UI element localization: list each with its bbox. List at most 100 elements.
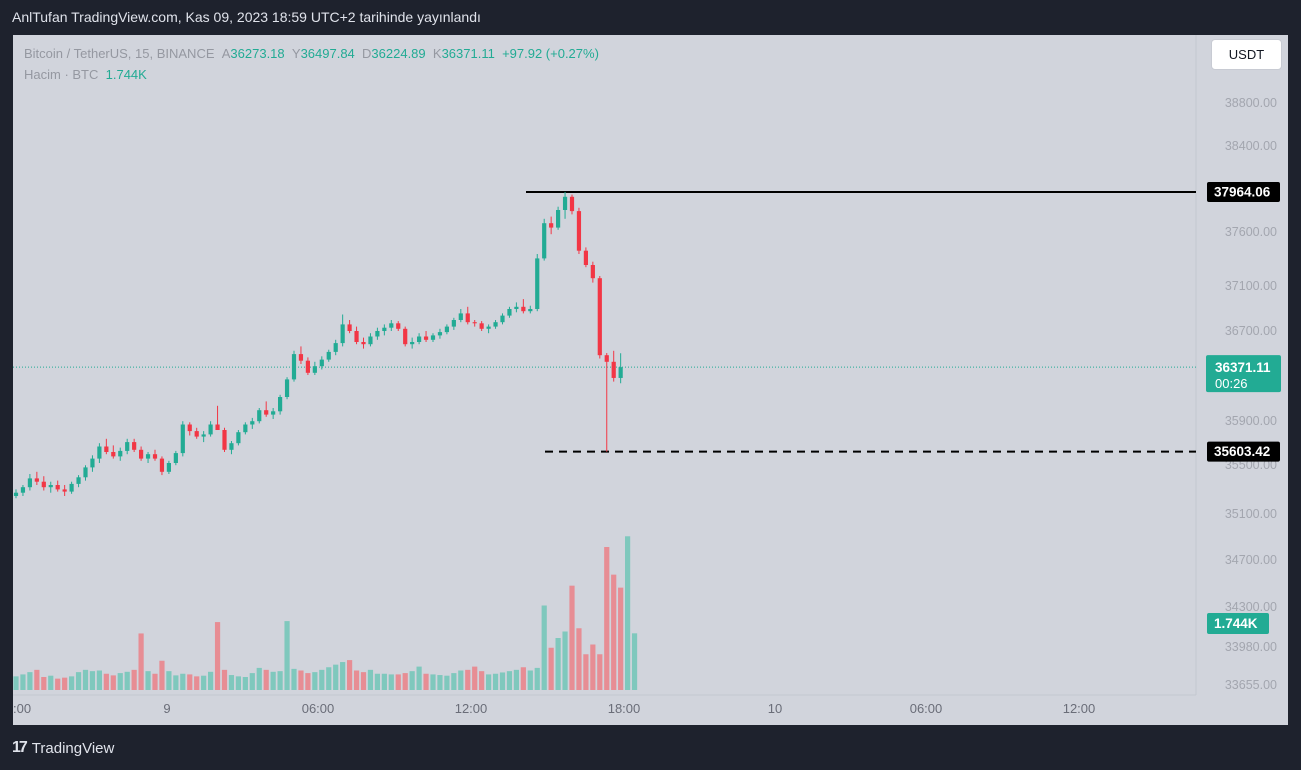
candle-body[interactable] <box>528 309 533 312</box>
candle-body[interactable] <box>556 210 561 228</box>
candle-body[interactable] <box>604 355 609 362</box>
candle-body[interactable] <box>208 424 213 435</box>
candle-body[interactable] <box>104 446 109 453</box>
candle-body[interactable] <box>180 424 185 454</box>
candle-body[interactable] <box>215 424 220 431</box>
candle-body[interactable] <box>194 431 199 437</box>
candle-body[interactable] <box>576 211 582 251</box>
candle-body[interactable] <box>514 306 519 309</box>
candle-body[interactable] <box>618 367 623 378</box>
symbol-label[interactable]: Bitcoin / TetherUS, 15, BINANCE <box>24 46 215 61</box>
candle-body[interactable] <box>486 326 491 329</box>
candle-body[interactable] <box>430 335 436 340</box>
candle-body[interactable] <box>27 478 32 488</box>
candle-body[interactable] <box>264 410 269 415</box>
candle-body[interactable] <box>97 446 102 459</box>
candle-body[interactable] <box>111 452 116 457</box>
candle-body[interactable] <box>465 313 470 323</box>
candle-body[interactable] <box>451 320 456 327</box>
candle-body[interactable] <box>389 323 394 328</box>
tradingview-logo-icon: 17 <box>12 739 28 756</box>
candle-body[interactable] <box>597 278 602 356</box>
candle-body[interactable] <box>34 478 39 482</box>
candle-body[interactable] <box>312 366 317 373</box>
volume-bar <box>597 654 603 690</box>
volume-bar <box>89 671 96 690</box>
candle-body[interactable] <box>187 424 192 432</box>
volume-label[interactable]: Hacim · BTC <box>24 67 99 82</box>
candle-body[interactable] <box>403 328 408 345</box>
candle-body[interactable] <box>479 323 484 329</box>
candle-body[interactable] <box>257 410 262 422</box>
candle-body[interactable] <box>118 450 123 457</box>
candle-body[interactable] <box>243 424 248 433</box>
candle-body[interactable] <box>437 332 443 336</box>
candle-body[interactable] <box>305 360 310 373</box>
candle-body[interactable] <box>236 432 241 444</box>
candle-body[interactable] <box>13 492 19 496</box>
candle-body[interactable] <box>284 379 290 397</box>
candle-body[interactable] <box>76 477 81 484</box>
candle-body[interactable] <box>271 411 276 415</box>
candle-body[interactable] <box>291 354 297 380</box>
candle-body[interactable] <box>145 454 151 459</box>
candle-body[interactable] <box>361 342 366 345</box>
candle-body[interactable] <box>229 443 234 450</box>
candle-body[interactable] <box>500 315 505 323</box>
candle-body[interactable] <box>166 463 171 472</box>
candle-body[interactable] <box>132 442 137 450</box>
candle-body[interactable] <box>152 454 158 459</box>
candle-body[interactable] <box>62 489 67 492</box>
candle-body[interactable] <box>48 485 53 488</box>
candle-body[interactable] <box>396 323 401 329</box>
candle-body[interactable] <box>611 361 616 378</box>
candle-body[interactable] <box>493 322 498 327</box>
candle-body[interactable] <box>347 324 352 331</box>
candlestick-chart[interactable]: 38800.00 38400.00 37600.00 37100.00 36700.00… <box>13 35 1288 725</box>
candle-body[interactable] <box>542 223 547 259</box>
candle-body[interactable] <box>340 324 345 344</box>
candle-body[interactable] <box>590 265 595 279</box>
candle-body[interactable] <box>326 351 331 360</box>
candle-body[interactable] <box>222 430 227 450</box>
candle-body[interactable] <box>444 326 449 333</box>
candle-body[interactable] <box>333 343 338 352</box>
candle-body[interactable] <box>90 458 95 468</box>
chart-pane[interactable]: 38800.00 38400.00 37600.00 37100.00 36700.00… <box>13 35 1288 725</box>
candle-body[interactable] <box>562 196 568 210</box>
y-tick-label: 34700.00 <box>1225 553 1277 567</box>
candle-body[interactable] <box>382 327 387 331</box>
currency-button[interactable]: USDT <box>1211 39 1282 70</box>
candle-body[interactable] <box>83 467 88 478</box>
candle-body[interactable] <box>535 258 540 309</box>
volume-bar <box>263 669 269 690</box>
candle-body[interactable] <box>278 397 283 412</box>
candle-body[interactable] <box>125 442 130 451</box>
candle-body[interactable] <box>139 449 144 459</box>
candle-body[interactable] <box>569 196 575 212</box>
candle-body[interactable] <box>55 485 60 490</box>
candle-body[interactable] <box>69 483 74 492</box>
candle-body[interactable] <box>250 421 255 425</box>
candle-body[interactable] <box>159 458 165 472</box>
candle-body[interactable] <box>354 331 359 342</box>
candle-body[interactable] <box>298 354 304 361</box>
candle-body[interactable] <box>521 306 526 312</box>
candle-body[interactable] <box>20 487 26 493</box>
candle-body[interactable] <box>173 453 178 463</box>
tradingview-logo[interactable]: 17 TradingView <box>12 739 114 757</box>
candle-body[interactable] <box>458 313 463 320</box>
candle-body[interactable] <box>368 336 373 345</box>
resistance-price-label: 37964.06 <box>1214 184 1271 199</box>
candle-body[interactable] <box>423 336 429 340</box>
candle-body[interactable] <box>41 481 46 488</box>
candle-body[interactable] <box>410 342 415 345</box>
candle-body[interactable] <box>549 223 554 228</box>
candle-body[interactable] <box>375 331 380 337</box>
candle-body[interactable] <box>319 359 324 367</box>
candle-body[interactable] <box>583 250 588 265</box>
candle-body[interactable] <box>417 336 422 343</box>
candle-body[interactable] <box>201 434 206 437</box>
candle-body[interactable] <box>472 322 477 324</box>
candle-body[interactable] <box>507 309 512 316</box>
